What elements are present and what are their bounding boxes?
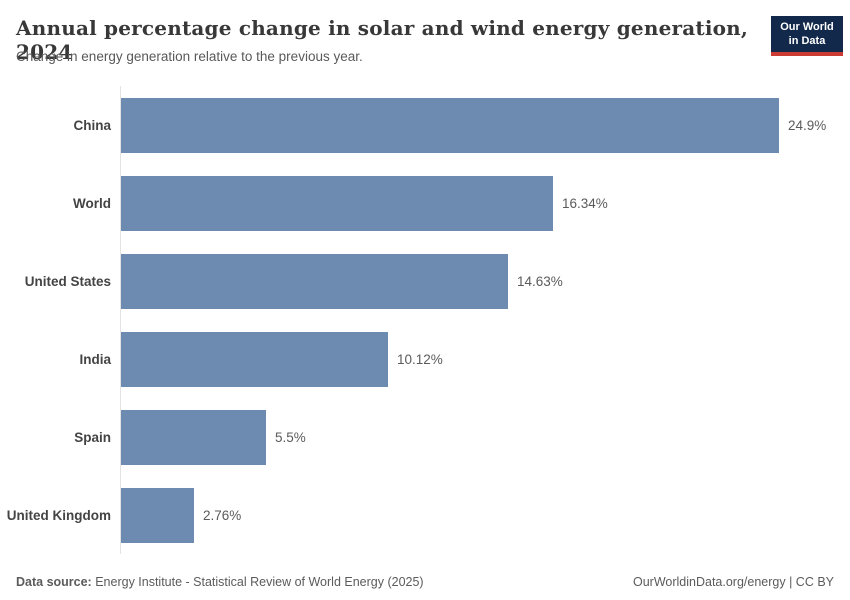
bar-track: 16.34% (120, 164, 850, 242)
bar-track: 10.12% (120, 320, 850, 398)
chart-title: Annual percentage change in solar and wi… (16, 16, 749, 64)
owid-logo-line2: in Data (788, 35, 826, 48)
chart-row: India 10.12% (0, 320, 850, 398)
value-label: 14.63% (517, 273, 563, 289)
bar (121, 175, 553, 231)
value-label: 24.9% (788, 117, 827, 133)
chart-row: Spain 5.5% (0, 398, 850, 476)
category-label: World (73, 195, 111, 211)
owid-logo-line1: Our World (780, 21, 834, 33)
chart-subtitle: Change in energy generation relative to … (16, 49, 363, 64)
data-source-label: Data source: (16, 575, 92, 589)
bar (121, 253, 508, 309)
owid-logo: Our World in Data (771, 16, 843, 56)
chart-row: World 16.34% (0, 164, 850, 242)
chart-footer: Data source: Energy Institute - Statisti… (16, 575, 834, 589)
bar (121, 409, 266, 465)
bar-track: 24.9% (120, 86, 850, 164)
bar-track: 14.63% (120, 242, 850, 320)
category-label: Spain (74, 429, 111, 445)
value-label: 10.12% (397, 351, 443, 367)
category-label: China (73, 117, 111, 133)
bar (121, 97, 779, 153)
chart-row: United Kingdom 2.76% (0, 476, 850, 554)
chart-row: United States 14.63% (0, 242, 850, 320)
category-label: United States (24, 273, 111, 289)
chart-row: China 24.9% (0, 86, 850, 164)
category-label: India (79, 351, 111, 367)
value-label: 5.5% (275, 429, 306, 445)
data-source-text: Energy Institute - Statistical Review of… (91, 575, 424, 589)
bar-track: 5.5% (120, 398, 850, 476)
category-label: United Kingdom (6, 507, 111, 523)
bar-track: 2.76% (120, 476, 850, 554)
bar (121, 487, 194, 543)
value-label: 16.34% (562, 195, 608, 211)
bar (121, 331, 388, 387)
bar-chart: China 24.9% World 16.34% United States 14.63%… (0, 86, 850, 554)
owid-attribution: OurWorldinData.org/energy | CC BY (632, 575, 834, 589)
data-source-note: Data source: Energy Institute - Statisti… (16, 575, 424, 589)
value-label: 2.76% (203, 507, 242, 523)
